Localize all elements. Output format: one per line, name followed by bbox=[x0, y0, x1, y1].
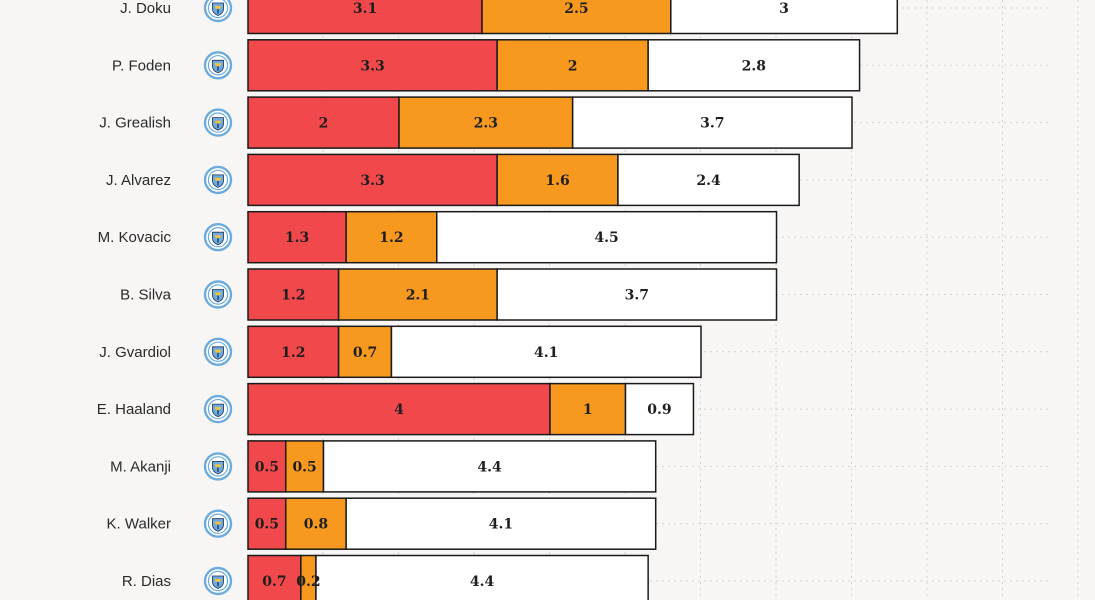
bar-value-label: 1.6 bbox=[545, 173, 569, 189]
bar-value-label: 3.3 bbox=[360, 173, 384, 189]
bar-value-label: 0.9 bbox=[647, 402, 671, 418]
player-label: P. Foden bbox=[112, 57, 171, 74]
bar-segment bbox=[247, 39, 498, 92]
player-row bbox=[247, 39, 861, 92]
man-city-crest-icon bbox=[203, 566, 233, 596]
bar-value-label: 2.3 bbox=[474, 116, 498, 132]
player-row bbox=[247, 153, 800, 207]
bar-value-label: 4 bbox=[394, 402, 404, 418]
bar-value-label: 1.2 bbox=[379, 230, 403, 246]
bar-value-label: 0.7 bbox=[262, 574, 286, 590]
bar-segment bbox=[285, 440, 325, 493]
bar-value-label: 3.7 bbox=[700, 116, 724, 132]
bar-value-label: 3.7 bbox=[625, 288, 649, 304]
bar-value-label: 0.5 bbox=[292, 459, 316, 475]
bar-value-label: 0.5 bbox=[255, 517, 279, 533]
bar-value-label: 4.1 bbox=[489, 517, 513, 533]
bar-segment bbox=[481, 0, 672, 35]
bar-segment bbox=[247, 210, 347, 264]
bar-value-label: 2.4 bbox=[696, 173, 721, 189]
man-city-crest-icon bbox=[203, 337, 233, 366]
bar-segment bbox=[315, 554, 649, 600]
man-city-crest-icon bbox=[203, 165, 233, 195]
bar-segment bbox=[436, 210, 778, 264]
bar-segment bbox=[285, 497, 347, 550]
bar-value-label: 3.3 bbox=[360, 58, 384, 74]
man-city-crest-icon bbox=[203, 51, 233, 80]
player-label: J. Doku bbox=[120, 0, 171, 17]
bar-segment bbox=[247, 0, 483, 35]
bars-layer bbox=[247, 0, 899, 600]
bar-segment bbox=[390, 325, 702, 379]
bar-segment bbox=[247, 497, 287, 550]
player-row bbox=[247, 96, 853, 149]
bar-value-label: 1.3 bbox=[285, 230, 309, 246]
bar-value-label: 4.4 bbox=[477, 459, 502, 475]
bar-segment bbox=[247, 96, 400, 149]
bar-value-label: 4.5 bbox=[594, 230, 618, 246]
player-label: M. Akanji bbox=[110, 458, 171, 475]
player-label: J. Grealish bbox=[99, 115, 171, 132]
player-row bbox=[247, 382, 695, 436]
bar-value-label: 1 bbox=[583, 402, 593, 418]
bar-value-label: 0.8 bbox=[304, 517, 328, 533]
man-city-crest-icon bbox=[203, 108, 233, 137]
bar-segment bbox=[247, 153, 498, 207]
bar-value-label: 2.5 bbox=[564, 1, 588, 17]
bar-segment bbox=[624, 382, 695, 436]
player-row bbox=[247, 210, 778, 264]
man-city-crest-icon bbox=[203, 280, 233, 309]
player-label: E. Haaland bbox=[97, 401, 171, 418]
bar-segment bbox=[398, 96, 574, 149]
bar-segment bbox=[322, 440, 657, 493]
man-city-crest-icon bbox=[203, 394, 233, 424]
player-row bbox=[247, 325, 702, 379]
bar-value-label: 1.2 bbox=[281, 288, 305, 304]
bar-segment bbox=[496, 268, 778, 321]
player-label: K. Walker bbox=[107, 516, 171, 533]
bar-segment bbox=[345, 497, 657, 550]
bar-segment bbox=[247, 440, 287, 493]
bar-segment bbox=[571, 96, 853, 149]
bar-segment bbox=[247, 325, 340, 379]
bar-segment bbox=[496, 39, 649, 92]
man-city-crest-icon bbox=[203, 222, 233, 252]
bar-value-label: 2 bbox=[319, 116, 329, 132]
man-city-crest-icon bbox=[203, 509, 233, 538]
bar-value-label: 2.8 bbox=[742, 58, 766, 74]
bar-segment bbox=[337, 325, 393, 379]
player-row bbox=[247, 268, 778, 321]
bar-segment bbox=[670, 0, 899, 35]
bar-segment bbox=[337, 268, 498, 321]
man-city-crest-icon bbox=[203, 0, 233, 23]
player-label: M. Kovacic bbox=[98, 229, 172, 246]
bar-value-label: 3.1 bbox=[353, 1, 377, 17]
bar-value-label: 3 bbox=[779, 1, 789, 17]
bar-segment bbox=[496, 153, 619, 207]
bar-value-label: 2.1 bbox=[406, 288, 430, 304]
player-label: J. Alvarez bbox=[106, 172, 171, 189]
bar-value-label: 2 bbox=[568, 58, 578, 74]
man-city-crest-icon bbox=[203, 452, 233, 481]
bar-value-label: 0.2 bbox=[296, 574, 320, 590]
player-label: R. Dias bbox=[122, 573, 171, 590]
bar-value-label: 0.7 bbox=[353, 345, 377, 361]
bar-value-label: 0.5 bbox=[255, 459, 279, 475]
bar-segment bbox=[345, 210, 438, 264]
bar-value-label: 4.4 bbox=[470, 574, 495, 590]
player-row bbox=[247, 554, 649, 600]
player-label: B. Silva bbox=[120, 287, 172, 304]
player-row bbox=[247, 497, 657, 550]
labels-layer: J. Doku 3.1 2.5 3 P. Foden 3.3 2 2.8 J. Grealish… bbox=[97, 0, 789, 596]
player-row bbox=[247, 440, 657, 493]
bar-value-label: 4.1 bbox=[534, 345, 558, 361]
bar-segment bbox=[617, 153, 800, 207]
player-label: J. Gvardiol bbox=[99, 344, 171, 361]
player-row bbox=[247, 0, 899, 35]
bar-segment bbox=[647, 39, 861, 92]
bar-value-label: 1.2 bbox=[281, 345, 305, 361]
bar-segment bbox=[247, 268, 340, 321]
